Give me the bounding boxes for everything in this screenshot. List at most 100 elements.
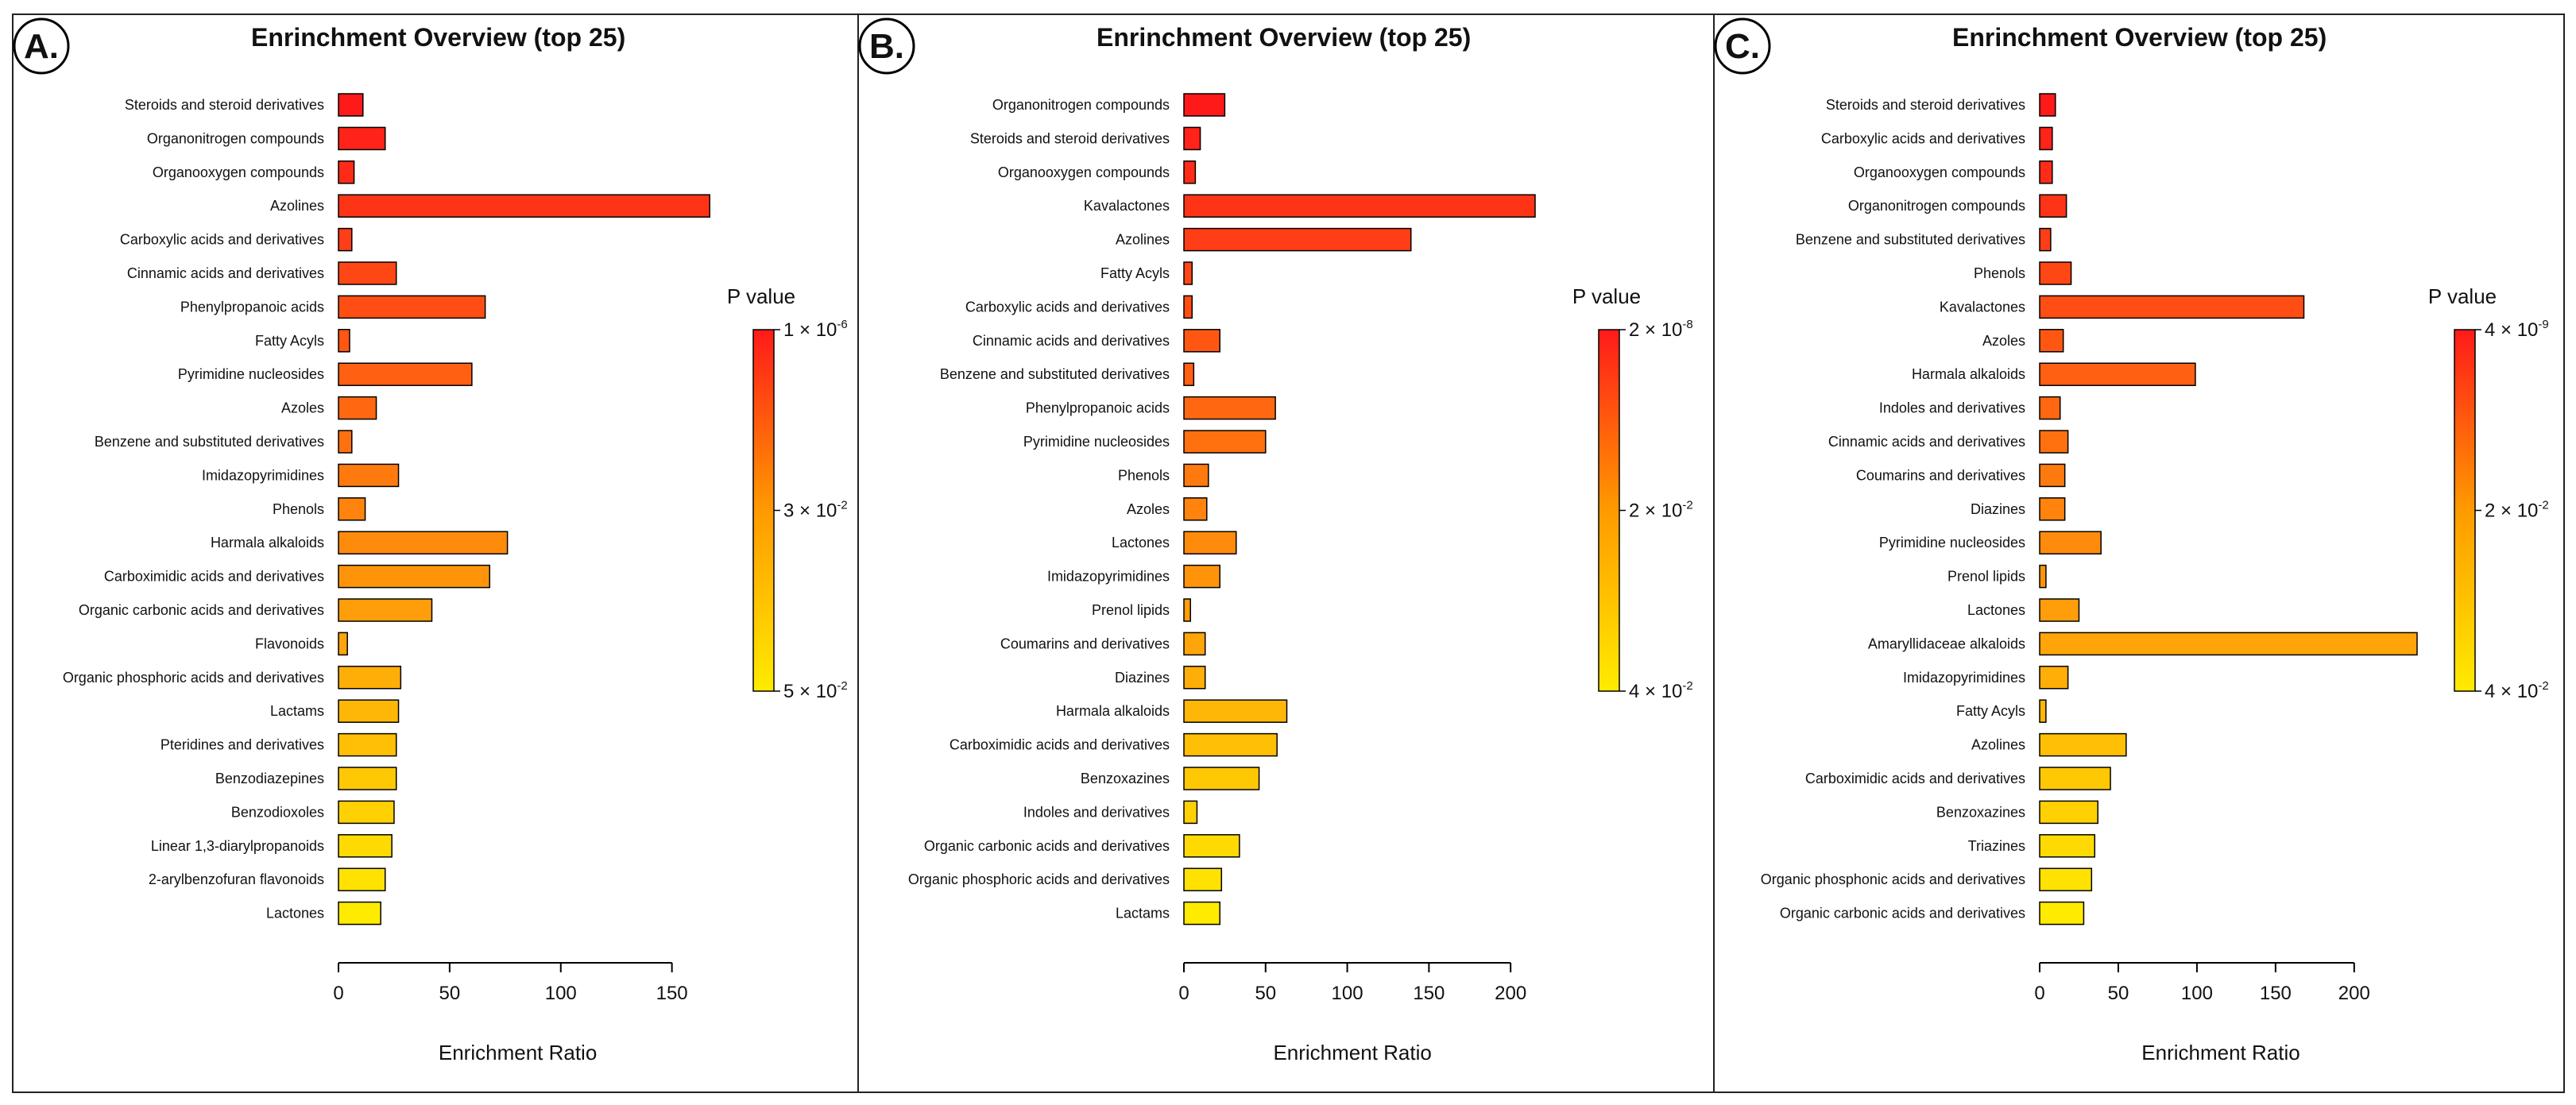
- bar: [338, 666, 402, 690]
- x-tick-label: 100: [545, 983, 577, 1004]
- panel-badge: [13, 17, 70, 75]
- panel-2: B. Enrinchment Overview (top 25) Organonit…: [857, 14, 1715, 1093]
- bar: [2039, 329, 2064, 353]
- category-label: Azoles: [1982, 333, 2025, 349]
- bar: [1183, 598, 1191, 622]
- bar: [338, 295, 486, 319]
- category-label: Cinnamic acids and derivatives: [1828, 434, 2025, 450]
- legend-colorbar: [2454, 329, 2476, 692]
- bar: [2039, 867, 2093, 891]
- category-label: Organonitrogen compounds: [147, 130, 324, 146]
- category-label: Pyrimidine nucleosides: [178, 366, 324, 382]
- bar: [2039, 497, 2066, 521]
- category-label: 2-arylbenzofuran flavonoids: [149, 871, 324, 887]
- legend-label-base: 5 × 10: [783, 681, 837, 702]
- category-label: Organonitrogen compounds: [992, 97, 1170, 113]
- category-label: Fatty Acyls: [1956, 703, 2025, 719]
- legend-label: 4 × 10-2: [2485, 679, 2549, 702]
- legend-label-base: 4 × 10: [1629, 681, 1682, 702]
- x-tick-label: 50: [2108, 983, 2129, 1004]
- category-label: Amaryllidaceae alkaloids: [1868, 636, 2025, 651]
- bar: [338, 867, 386, 891]
- category-label: Diazines: [1115, 670, 1170, 686]
- legend-title: P value: [1572, 284, 1641, 308]
- bar: [338, 194, 710, 218]
- legend-colorbar: [752, 329, 775, 692]
- bar: [2039, 93, 2056, 117]
- bar: [1183, 834, 1240, 858]
- category-label: Benzodiazepines: [215, 771, 324, 786]
- bar: [2039, 901, 2085, 925]
- bar: [1183, 901, 1220, 925]
- bar: [1183, 767, 1260, 790]
- x-axis-title: Enrichment Ratio: [1273, 1041, 1431, 1064]
- category-label: Lactones: [1112, 535, 1170, 551]
- category-label: Kavalactones: [1940, 299, 2025, 315]
- bar: [338, 160, 355, 184]
- category-label: Lactams: [270, 703, 324, 719]
- bar: [2039, 261, 2072, 285]
- chart-title: Enrinchment Overview (top 25): [251, 23, 625, 52]
- category-label: Azolines: [1116, 232, 1170, 248]
- category-label: Cinnamic acids and derivatives: [127, 265, 324, 281]
- bar: [2039, 227, 2052, 252]
- category-label: Prenol lipids: [1092, 602, 1170, 618]
- x-tick-label: 0: [2034, 983, 2044, 1004]
- category-label: Phenols: [273, 501, 324, 517]
- bar: [1183, 531, 1237, 554]
- bar: [2039, 463, 2066, 488]
- bar: [2039, 666, 2069, 690]
- category-label: Steroids and steroid derivatives: [970, 130, 1170, 146]
- bar: [2039, 732, 2127, 757]
- category-label: Cinnamic acids and derivatives: [973, 333, 1170, 349]
- legend-title: P value: [2428, 284, 2497, 308]
- legend-label-base: 1 × 10: [783, 319, 837, 341]
- category-label: Benzoxazines: [1081, 771, 1170, 786]
- category-label: Organic carbonic acids and derivatives: [924, 838, 1170, 854]
- category-label: Fatty Acyls: [255, 333, 324, 349]
- category-label: Carboxylic acids and derivatives: [120, 232, 324, 248]
- category-label: Lactones: [1967, 602, 2025, 618]
- bar: [338, 261, 397, 285]
- legend-title: P value: [727, 284, 795, 308]
- x-tick-label: 0: [1178, 983, 1189, 1004]
- category-label: Carboximidic acids and derivatives: [1805, 771, 2025, 786]
- category-label: Azolines: [270, 198, 324, 214]
- bar: [2039, 362, 2196, 386]
- bar: [2039, 632, 2418, 656]
- category-label: Imidazopyrimidines: [1903, 670, 2025, 686]
- x-tick-label: 150: [1413, 983, 1445, 1004]
- category-label: Organic carbonic acids and derivatives: [1780, 906, 2025, 921]
- x-tick-label: 0: [333, 983, 343, 1004]
- legend-colorbar: [1598, 329, 1620, 692]
- x-tick-label: 200: [2338, 983, 2370, 1004]
- bar: [1183, 867, 1223, 891]
- category-label: Benzene and substituted derivatives: [95, 434, 324, 450]
- bar: [338, 564, 490, 589]
- bar: [2039, 194, 2067, 218]
- category-label: Linear 1,3-diarylpropanoids: [151, 838, 324, 854]
- category-label: Carboximidic acids and derivatives: [950, 737, 1170, 753]
- bar: [338, 227, 353, 252]
- legend-label-base: 3 × 10: [783, 500, 837, 522]
- bar: [1183, 632, 1206, 656]
- bar: [338, 396, 377, 420]
- bar: [338, 699, 400, 723]
- category-label: Triazines: [1968, 838, 2025, 854]
- x-tick-label: 150: [2260, 983, 2292, 1004]
- legend-label-exponent: -9: [2538, 318, 2548, 331]
- legend-label-exponent: -8: [1682, 318, 1692, 331]
- bar: [338, 767, 397, 790]
- legend-label-base: 2 × 10: [1629, 319, 1682, 341]
- bar: [2039, 767, 2111, 790]
- legend-label: 2 × 10-2: [1629, 499, 1693, 522]
- category-label: Flavonoids: [255, 636, 324, 651]
- category-label: Coumarins and derivatives: [1000, 636, 1170, 651]
- bar: [2039, 598, 2080, 622]
- bar: [338, 901, 381, 925]
- bar: [2039, 396, 2061, 420]
- legend-label-exponent: -2: [2538, 679, 2548, 693]
- category-label: Diazines: [1971, 501, 2025, 517]
- legend-label-exponent: -2: [837, 499, 847, 512]
- bar: [338, 362, 473, 386]
